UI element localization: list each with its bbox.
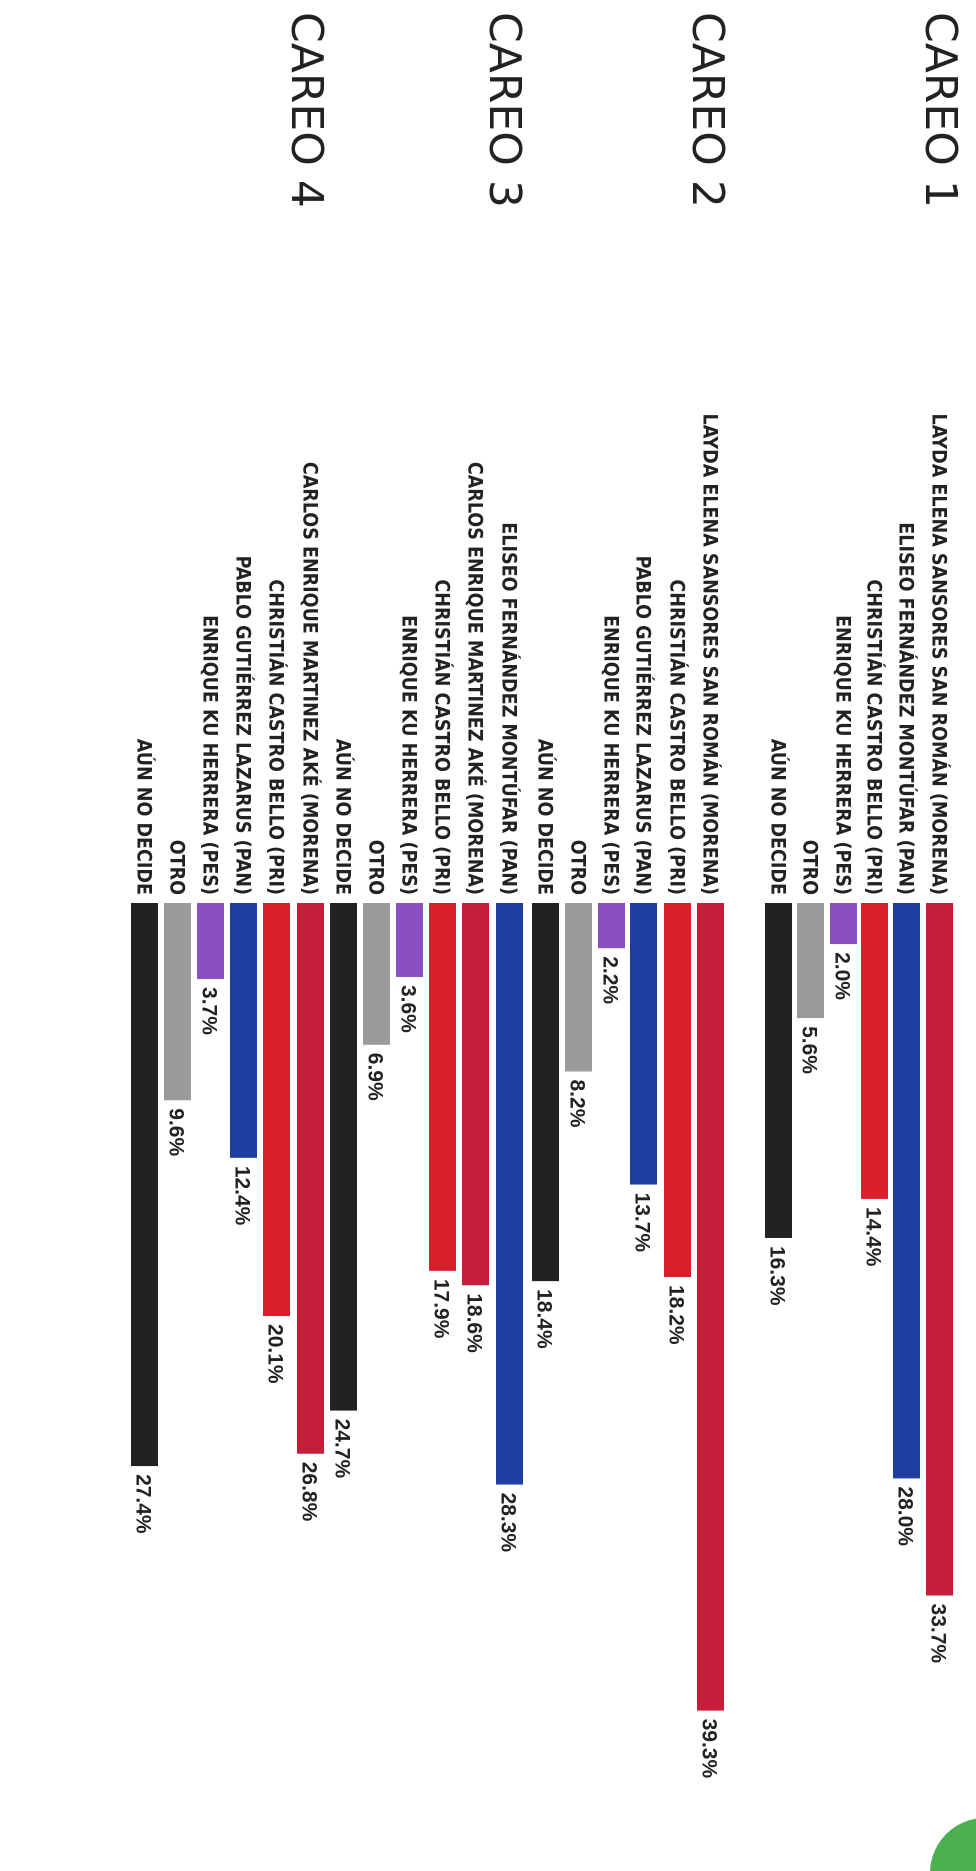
candidate-label: ELISEO FERNÁNDEZ MONTÚFAR (PAN) xyxy=(498,522,522,895)
candidate-label: LAYDA ELENA SANSORES SAN ROMÁN (MORENA) xyxy=(928,414,951,895)
data-label: 12.4% xyxy=(231,1166,254,1226)
panel-title: CAREO 1 xyxy=(915,12,966,208)
candidate-label: CHRISTIÁN CASTRO BELLO (PRI) xyxy=(431,579,454,895)
panel-title: CAREO 4 xyxy=(281,12,332,208)
candidate-label: CHRISTIÁN CASTRO BELLO (PRI) xyxy=(863,579,886,895)
candidate-label: CHRISTIÁN CASTRO BELLO (PRI) xyxy=(666,579,689,895)
data-label: 26.8% xyxy=(298,1462,321,1522)
data-label: 2.0% xyxy=(831,952,854,1000)
data-label: 13.7% xyxy=(631,1193,654,1253)
candidate-label: ENRIQUE KU HERRERA (PES) xyxy=(600,615,623,895)
candidate-label: AÚN NO DECIDE xyxy=(332,739,356,895)
bar-pes xyxy=(396,903,423,977)
candidate-label: OTRO xyxy=(567,840,590,895)
data-label: 6.9% xyxy=(364,1053,387,1101)
bar-undecided xyxy=(131,903,158,1467)
data-label: 39.3% xyxy=(698,1719,721,1779)
bar-pes xyxy=(830,903,857,945)
data-label: 16.3% xyxy=(766,1246,789,1306)
candidate-label: LAYDA ELENA SANSORES SAN ROMÁN (MORENA) xyxy=(699,414,722,895)
data-label: 3.6% xyxy=(397,985,420,1033)
data-label: 9.6% xyxy=(165,1108,188,1156)
data-label: 18.6% xyxy=(463,1293,486,1353)
bar-pan xyxy=(230,903,257,1158)
bar-pri xyxy=(429,903,456,1271)
candidate-label: CARLOS ENRIQUE MARTINEZ AKÉ (MORENA) xyxy=(299,462,322,895)
candidate-label: OTRO xyxy=(166,840,189,895)
candidate-label: ENRIQUE KU HERRERA (PES) xyxy=(398,615,421,895)
bar-undecided xyxy=(532,903,559,1282)
data-label: 3.7% xyxy=(198,987,221,1035)
data-label: 28.0% xyxy=(894,1486,917,1546)
bar-otro xyxy=(565,903,592,1072)
bar-pri xyxy=(263,903,290,1317)
bar-pri xyxy=(664,903,691,1278)
candidate-label: CARLOS ENRIQUE MARTINEZ AKÉ (MORENA) xyxy=(464,462,487,895)
data-label: 27.4% xyxy=(132,1474,155,1534)
candidate-label: ENRIQUE KU HERRERA (PES) xyxy=(832,615,855,895)
data-label: 24.7% xyxy=(331,1419,354,1479)
bar-undecided xyxy=(330,903,357,1411)
data-label: 20.1% xyxy=(264,1324,287,1384)
bar-pan xyxy=(893,903,920,1479)
bar-morena xyxy=(926,903,953,1596)
bar-morena xyxy=(697,903,724,1711)
bar-pan xyxy=(496,903,523,1485)
data-label: 33.7% xyxy=(927,1604,950,1664)
bar-pes xyxy=(197,903,224,980)
bar-otro xyxy=(164,903,191,1101)
bar-pri xyxy=(861,903,888,1199)
data-label: 18.4% xyxy=(533,1289,556,1349)
candidate-label: AÚN NO DECIDE xyxy=(534,739,558,895)
bar-pes xyxy=(598,903,625,949)
data-label: 5.6% xyxy=(798,1026,821,1074)
candidate-label: ELISEO FERNÁNDEZ MONTÚFAR (PAN) xyxy=(895,522,919,895)
bar-undecided xyxy=(765,903,792,1238)
data-label: 18.2% xyxy=(665,1285,688,1345)
candidate-label: AÚN NO DECIDE xyxy=(133,739,157,895)
bar-morena xyxy=(297,903,324,1454)
candidate-label: PABLO GUTIÉRREZ LAZARUS (PAN) xyxy=(232,556,255,895)
candidate-label: OTRO xyxy=(799,840,822,895)
bar-otro xyxy=(363,903,390,1045)
data-label: 28.3% xyxy=(497,1493,520,1553)
bar-pan xyxy=(630,903,657,1185)
panel-title: CAREO 2 xyxy=(682,12,733,208)
candidate-label: PABLO GUTIÉRREZ LAZARUS (PAN) xyxy=(632,556,655,895)
bar-morena xyxy=(462,903,489,1286)
panel-title: CAREO 3 xyxy=(479,12,530,208)
data-label: 2.2% xyxy=(599,956,622,1004)
candidate-label: OTRO xyxy=(365,840,388,895)
data-label: 14.4% xyxy=(862,1207,885,1267)
data-label: 17.9% xyxy=(430,1279,453,1339)
candidate-label: ENRIQUE KU HERRERA (PES) xyxy=(199,615,222,895)
bar-otro xyxy=(797,903,824,1019)
candidate-label: AÚN NO DECIDE xyxy=(767,739,791,895)
data-label: 8.2% xyxy=(566,1080,589,1128)
candidate-label: CHRISTIÁN CASTRO BELLO (PRI) xyxy=(265,579,288,895)
